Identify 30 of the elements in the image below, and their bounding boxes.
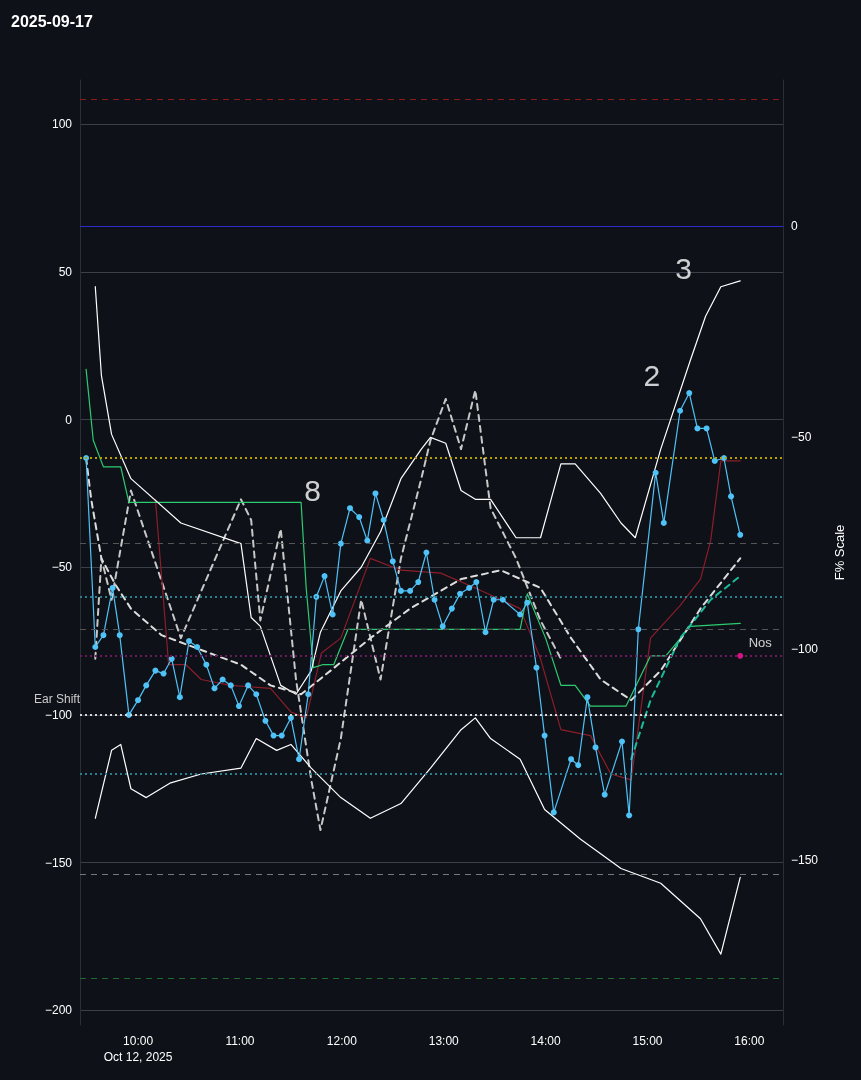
y2-tick-label: −100 bbox=[791, 641, 819, 656]
ref-line-label: Ear Shift bbox=[33, 691, 81, 706]
x-tick-label: 14:00 bbox=[530, 1034, 561, 1048]
y2-tick-label: −50 bbox=[791, 430, 812, 445]
line-series bbox=[94, 389, 562, 832]
x-tick-label: 16:00 bbox=[734, 1034, 765, 1048]
x-tick-label: 10:00 Oct 12, 2025 bbox=[103, 1034, 173, 1064]
annotation: 2 bbox=[643, 358, 661, 392]
y2-axis-title: F% Scale bbox=[832, 524, 847, 581]
y-tick-label: 100 bbox=[51, 117, 73, 132]
y-tick-label: −50 bbox=[51, 560, 73, 575]
chart-title: 2025-09-17 bbox=[11, 12, 93, 30]
y2-tick-label: −150 bbox=[791, 853, 819, 868]
x-tick-label: 15:00 bbox=[632, 1034, 663, 1048]
x-tick-label: 12:00 bbox=[326, 1034, 358, 1048]
line-series bbox=[85, 368, 741, 707]
annotation: 3 bbox=[675, 252, 692, 286]
x-tick-label: 11:00 bbox=[225, 1034, 255, 1048]
annotation: Nos bbox=[748, 634, 773, 650]
y2-tick-label: 0 bbox=[791, 218, 798, 233]
line-series bbox=[94, 717, 741, 955]
x-tick-label: 13:00 bbox=[428, 1034, 460, 1048]
y-tick-label: 0 bbox=[65, 412, 73, 427]
y-tick-label: −100 bbox=[44, 707, 73, 722]
y-tick-label: −150 bbox=[44, 855, 73, 870]
y-tick-label: −200 bbox=[44, 1003, 73, 1018]
y-tick-label: 50 bbox=[58, 264, 73, 279]
line-series bbox=[94, 280, 741, 695]
line-series bbox=[630, 575, 742, 761]
annotation: 8 bbox=[304, 473, 321, 507]
